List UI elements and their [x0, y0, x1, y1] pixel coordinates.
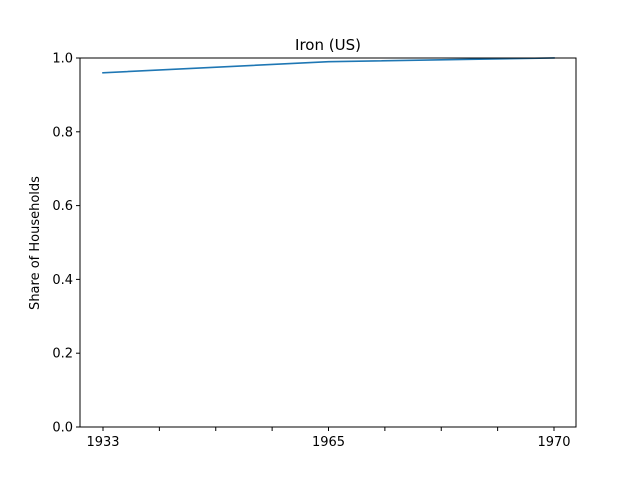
y-axis-label: Share of Households	[28, 176, 43, 310]
x-tick-label: 1965	[312, 435, 345, 450]
x-tick-label: 1933	[86, 435, 119, 450]
x-tick-label: 1970	[537, 435, 570, 450]
y-tick-label: 0.8	[52, 125, 73, 140]
chart-title: Iron (US)	[295, 36, 361, 54]
y-tick-label: 0.4	[52, 273, 73, 288]
y-tick-label: 0.2	[52, 347, 73, 362]
plot-frame	[79, 57, 577, 428]
y-tick-label: 1.0	[52, 52, 73, 67]
y-tick-label: 0.0	[52, 421, 73, 436]
plot-area: 0.0 0.2 0.4 0.6 0.8 1.0 1933 1965 1970	[52, 52, 570, 451]
y-tick-label: 0.6	[52, 199, 73, 214]
series-line	[102, 57, 555, 74]
